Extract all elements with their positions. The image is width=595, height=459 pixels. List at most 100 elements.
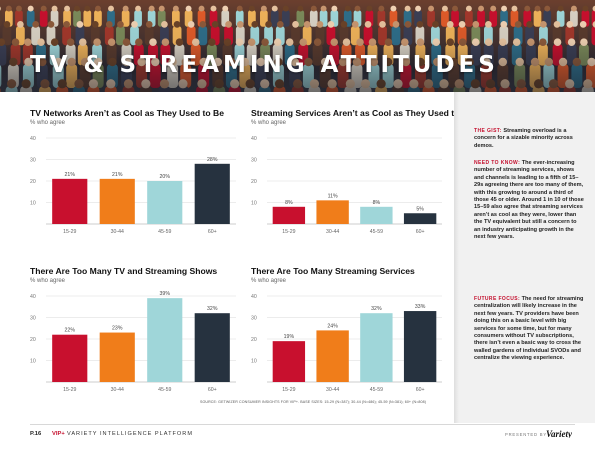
platform-name: VARIETY INTELLIGENCE PLATFORM — [67, 431, 193, 437]
bar-45-59 — [147, 181, 183, 224]
variety-logo-text: Variety — [546, 429, 573, 438]
bar-30-44 — [99, 332, 135, 382]
bar-30-44 — [316, 200, 349, 224]
chart-subtitle: % who agree — [251, 278, 287, 284]
bar-value-label: 21% — [112, 172, 123, 178]
chart-subtitle: % who agree — [251, 120, 287, 126]
bar-value-label: 32% — [207, 306, 218, 312]
gist-text: Streaming overload is a concern for a si… — [474, 128, 573, 149]
bar-value-label: 28% — [207, 157, 218, 163]
y-tick-label: 40 — [30, 294, 36, 300]
y-tick-label: 40 — [251, 294, 257, 300]
bar-45-59 — [147, 298, 183, 382]
chart-title: Streaming Services Aren’t as Cool as The… — [251, 108, 473, 118]
future-text: The need for streaming centralization wi… — [474, 296, 584, 362]
x-tick-label: 15-29 — [282, 229, 295, 234]
bar-15-29 — [52, 334, 88, 382]
future-focus-block: FUTURE FOCUS: The need for streaming cen… — [474, 296, 584, 363]
bar-30-44 — [316, 330, 349, 382]
x-tick-label: 15-29 — [282, 387, 295, 392]
gist-label: THE GIST: — [474, 128, 502, 134]
source-note: SOURCE: GETWIZER CONSUMER INSIGHTS FOR V… — [200, 400, 426, 404]
y-tick-label: 10 — [251, 201, 257, 207]
x-tick-label: 60+ — [208, 387, 217, 392]
bar-value-label: 21% — [65, 172, 76, 178]
chart-svg: 10 20 30 40 19% 15-29 24% 30-44 32% 45-59 33% 60+ — [251, 294, 442, 392]
x-tick-label: 60+ — [416, 229, 425, 234]
bar-value-label: 22% — [65, 328, 76, 334]
bar-60+ — [403, 311, 437, 382]
y-tick-label: 30 — [30, 158, 36, 164]
y-tick-label: 20 — [251, 337, 257, 343]
chart-streaming-cool: 10 20 30 40 8% 15-29 11% 30-44 8% 45-59 5% 60+ Stre… — [251, 108, 473, 234]
bar-30-44 — [99, 178, 135, 224]
bar-value-label: 20% — [160, 174, 171, 180]
chart-subtitle: % who agree — [30, 120, 66, 126]
bar-value-label: 33% — [415, 304, 426, 310]
bar-value-label: 23% — [112, 326, 123, 332]
bar-45-59 — [360, 313, 393, 382]
chart-title: TV Networks Aren’t as Cool as They Used … — [30, 108, 225, 118]
gist-block: THE GIST: Streaming overload is a concer… — [474, 128, 584, 150]
x-tick-label: 30-44 — [326, 387, 339, 392]
presented-by-label: PRESENTED BY — [505, 432, 547, 437]
y-tick-label: 10 — [30, 359, 36, 365]
y-tick-label: 40 — [251, 136, 257, 142]
x-tick-label: 45-59 — [158, 229, 171, 234]
y-tick-label: 20 — [30, 179, 36, 185]
chart-svg: 10 20 30 40 21% 15-29 21% 30-44 20% 45-59 28% 60+ — [30, 136, 236, 234]
bar-value-label: 5% — [416, 206, 424, 212]
y-tick-label: 40 — [30, 136, 36, 142]
x-tick-label: 15-29 — [63, 387, 76, 392]
insights-sidebar — [454, 92, 595, 423]
need-text: The ever-increasing number of streaming … — [474, 160, 584, 241]
page-title: TV & STREAMING ATTITUDES — [30, 52, 499, 78]
bar-value-label: 8% — [373, 200, 381, 206]
y-tick-label: 10 — [251, 359, 257, 365]
x-tick-label: 45-59 — [370, 387, 383, 392]
y-tick-label: 30 — [251, 158, 257, 164]
x-tick-label: 45-59 — [370, 229, 383, 234]
bar-15-29 — [52, 178, 88, 224]
chart-tv-networks-cool: 10 20 30 40 21% 15-29 21% 30-44 20% 45-59 28% 60+ T… — [30, 108, 240, 234]
need-to-know-block: NEED TO KNOW: The ever-increasing number… — [474, 160, 584, 241]
future-label: FUTURE FOCUS: — [474, 296, 521, 302]
x-tick-label: 45-59 — [158, 387, 171, 392]
y-tick-label: 30 — [251, 316, 257, 322]
bar-60+ — [403, 213, 437, 224]
bar-value-label: 11% — [328, 193, 338, 199]
footer-divider — [30, 424, 575, 425]
chart-svg: 10 20 30 40 22% 15-29 23% 30-44 39% 45-59 32% 60+ — [30, 291, 236, 392]
y-tick-label: 30 — [30, 316, 36, 322]
variety-logo: Variety — [546, 429, 573, 438]
chart-title: There Are Too Many Streaming Services — [251, 266, 415, 276]
bar-value-label: 39% — [160, 291, 171, 297]
need-label: NEED TO KNOW: — [474, 160, 521, 166]
bar-60+ — [194, 313, 230, 382]
chart-too-many-services: 10 20 30 40 19% 15-29 24% 30-44 32% 45-59 33% 60+ T… — [251, 266, 446, 392]
vip-brand: VIP+ — [52, 431, 65, 437]
x-tick-label: 15-29 — [63, 229, 76, 234]
bar-15-29 — [272, 341, 306, 382]
bar-value-label: 8% — [285, 200, 293, 206]
x-tick-label: 30-44 — [111, 387, 124, 392]
x-tick-label: 60+ — [208, 229, 217, 234]
bar-60+ — [194, 163, 230, 224]
y-tick-label: 10 — [30, 201, 36, 207]
header-banner: TV & STREAMING ATTITUDES — [0, 0, 595, 92]
bar-45-59 — [360, 206, 393, 224]
x-tick-label: 30-44 — [111, 229, 124, 234]
bar-value-label: 32% — [371, 306, 382, 312]
chart-too-many-shows: 10 20 30 40 22% 15-29 23% 30-44 39% 45-59 32% 60+ T… — [30, 266, 240, 392]
chart-svg: 10 20 30 40 8% 15-29 11% 30-44 8% 45-59 5% 60+ — [251, 136, 442, 234]
y-tick-label: 20 — [251, 179, 257, 185]
x-tick-label: 60+ — [416, 387, 425, 392]
bar-value-label: 24% — [327, 323, 338, 329]
chart-subtitle: % who agree — [30, 278, 66, 284]
chart-title: There Are Too Many TV and Streaming Show… — [30, 266, 218, 276]
page-number: P.16 — [30, 431, 42, 437]
bar-15-29 — [272, 206, 306, 224]
y-tick-label: 20 — [30, 337, 36, 343]
x-tick-label: 30-44 — [326, 229, 339, 234]
